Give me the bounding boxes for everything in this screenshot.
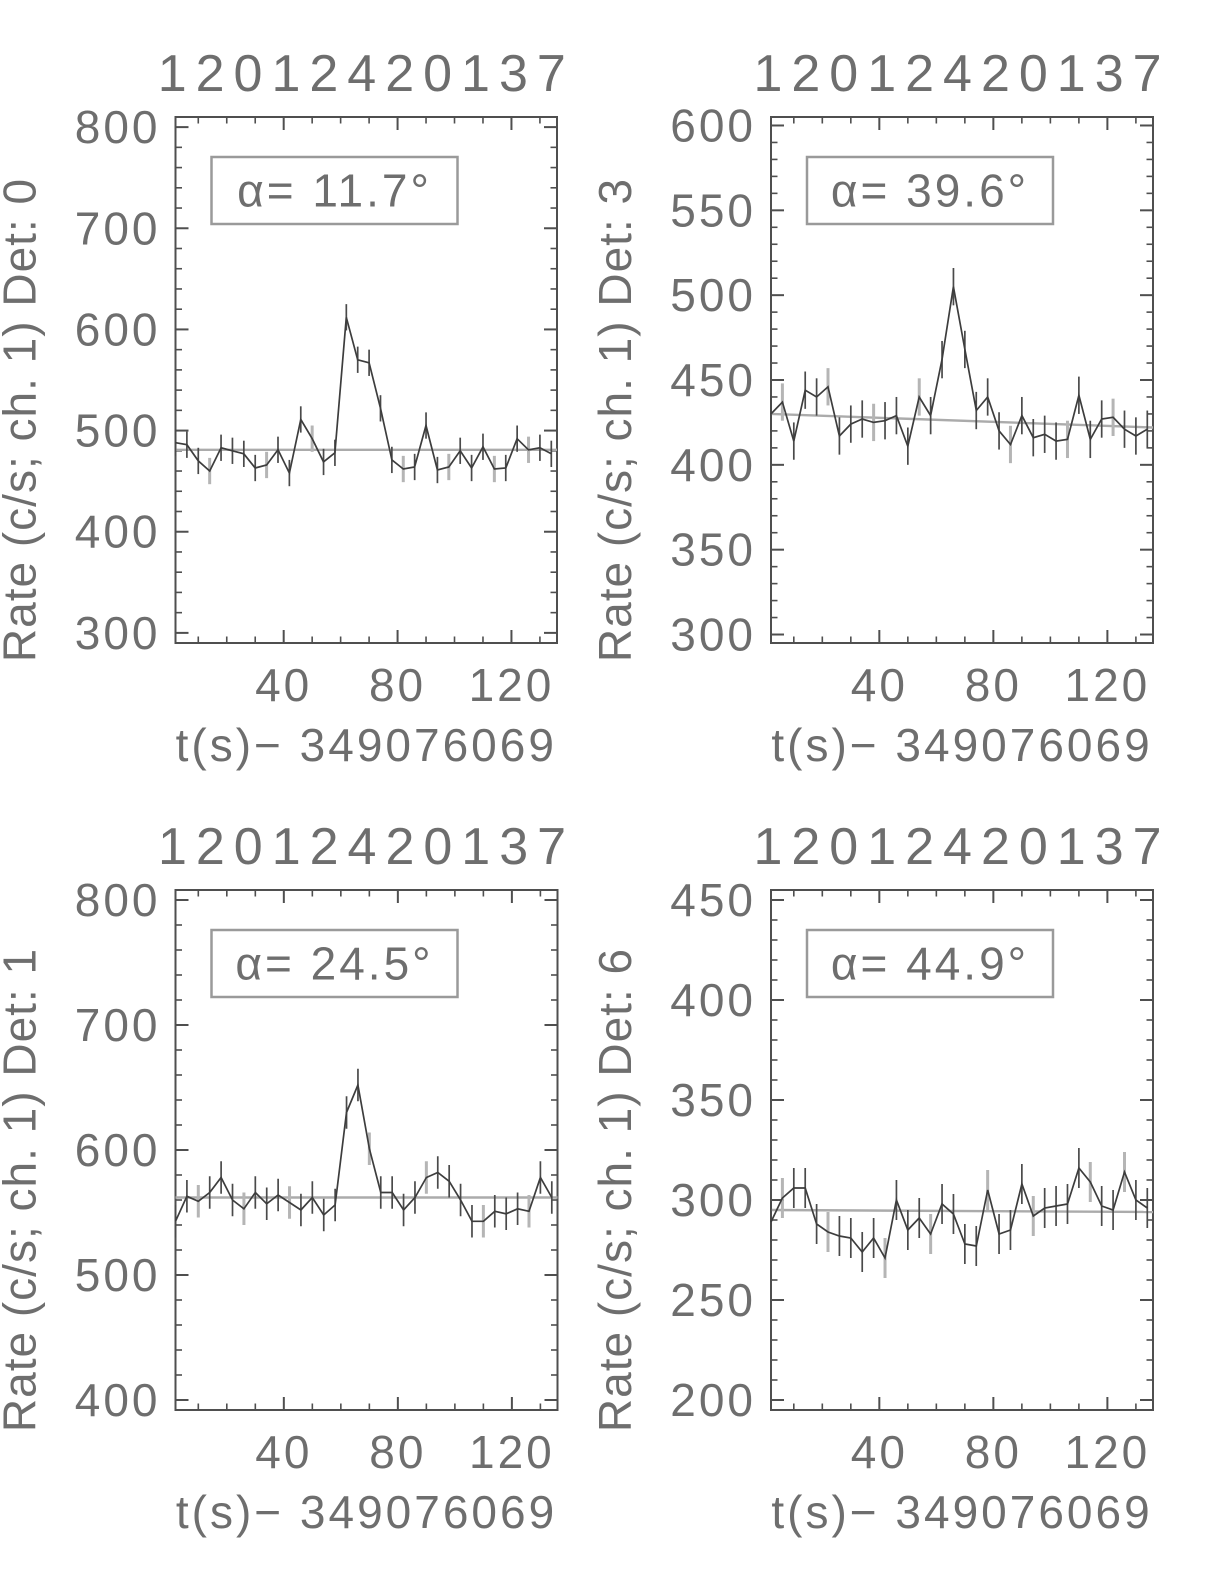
- y-tick-label: 600: [75, 303, 161, 355]
- panel-top-left: 12012420137 40 80 120 300 400 500 600 700 800 t(s)…: [0, 45, 575, 771]
- y-tick-label: 400: [670, 439, 756, 491]
- y-tick-label: 300: [670, 609, 756, 661]
- y-axis-label: Rate (c/s; ch. 1) Det: 0: [0, 178, 46, 662]
- alpha-annotation-text: α= 44.9°: [831, 938, 1029, 990]
- alpha-annotation-box: [805, 155, 1055, 226]
- alpha-annotation-text: α= 24.5°: [235, 938, 433, 990]
- x-tick-label: 120: [1065, 1426, 1151, 1478]
- x-tick-label: 40: [851, 659, 908, 711]
- y-tick-label: 400: [670, 974, 756, 1026]
- y-tick-label: 300: [75, 607, 161, 659]
- x-tick-label: 80: [965, 1426, 1022, 1478]
- y-tick-label: 400: [75, 1374, 161, 1426]
- plot-title: 12012420137: [753, 45, 1170, 103]
- x-tick-label: 120: [1065, 659, 1151, 711]
- x-axis-label: t(s)− 349076069: [176, 719, 557, 771]
- y-tick-label: 500: [75, 405, 161, 457]
- x-axis-label: t(s)− 349076069: [176, 1486, 557, 1538]
- alpha-annotation-box: [805, 928, 1055, 999]
- x-axis-label: t(s)− 349076069: [771, 1486, 1152, 1538]
- y-tick-label: 450: [670, 354, 756, 406]
- x-tick-label: 120: [469, 659, 555, 711]
- y-tick-label: 700: [75, 999, 161, 1051]
- y-axis-label: Rate (c/s; ch. 1) Det: 3: [589, 178, 641, 662]
- y-tick-label: 250: [670, 1274, 756, 1326]
- y-tick-label: 800: [75, 101, 161, 153]
- alpha-annotation-box: [210, 155, 459, 226]
- light-curve-line: [770, 286, 1148, 450]
- y-axis-label: Rate (c/s; ch. 1) Det: 6: [589, 948, 641, 1432]
- plot-frame: [174, 116, 558, 644]
- light-curve-line: [175, 317, 552, 476]
- y-tick-label: 800: [75, 874, 161, 926]
- plot-frame: [770, 889, 1154, 1411]
- y-tick-label: 450: [670, 874, 756, 926]
- alpha-annotation-text: α= 11.7°: [237, 165, 432, 217]
- plot-title: 12012420137: [753, 818, 1170, 876]
- background-fit-line: [770, 1208, 1154, 1214]
- y-tick-label: 500: [75, 1249, 161, 1301]
- y-tick-label: 400: [75, 506, 161, 558]
- alpha-annotation-text: α= 39.6°: [831, 165, 1029, 217]
- light-curve-line: [770, 1166, 1148, 1261]
- y-tick-label: 550: [670, 184, 756, 236]
- panel-bottom-right: 12012420137 40 80 120 200 250 300 350 400 450 t(s)…: [589, 818, 1170, 1538]
- x-tick-label: 120: [469, 1426, 555, 1478]
- y-tick-label: 700: [75, 202, 161, 254]
- light-curve-line: [174, 1082, 553, 1223]
- y-tick-label: 500: [670, 269, 756, 321]
- y-tick-label: 350: [670, 524, 756, 576]
- y-tick-label: 300: [670, 1174, 756, 1226]
- plot-title: 12012420137: [158, 818, 575, 876]
- x-tick-label: 40: [255, 659, 312, 711]
- panel-top-right: 12012420137 40 80 120 300 350 400 450 500 550 600 t…: [589, 45, 1170, 771]
- panel-bottom-left: 12012420137 40 80 120 400 500 600 700 800 t(s)− 3…: [0, 818, 575, 1538]
- y-tick-label: 200: [670, 1374, 756, 1426]
- x-tick-label: 80: [369, 659, 426, 711]
- x-tick-label: 40: [255, 1426, 312, 1478]
- y-tick-label: 600: [670, 99, 756, 151]
- x-tick-label: 80: [965, 659, 1022, 711]
- alpha-annotation-box: [210, 928, 459, 999]
- y-tick-label: 600: [75, 1124, 161, 1176]
- x-tick-label: 40: [851, 1426, 908, 1478]
- x-tick-label: 80: [369, 1426, 426, 1478]
- y-tick-label: 350: [670, 1074, 756, 1126]
- y-axis-label: Rate (c/s; ch. 1) Det: 1: [0, 948, 46, 1432]
- x-axis-label: t(s)− 349076069: [771, 719, 1152, 771]
- background-fit-line: [770, 412, 1154, 429]
- plot-title: 12012420137: [158, 45, 575, 103]
